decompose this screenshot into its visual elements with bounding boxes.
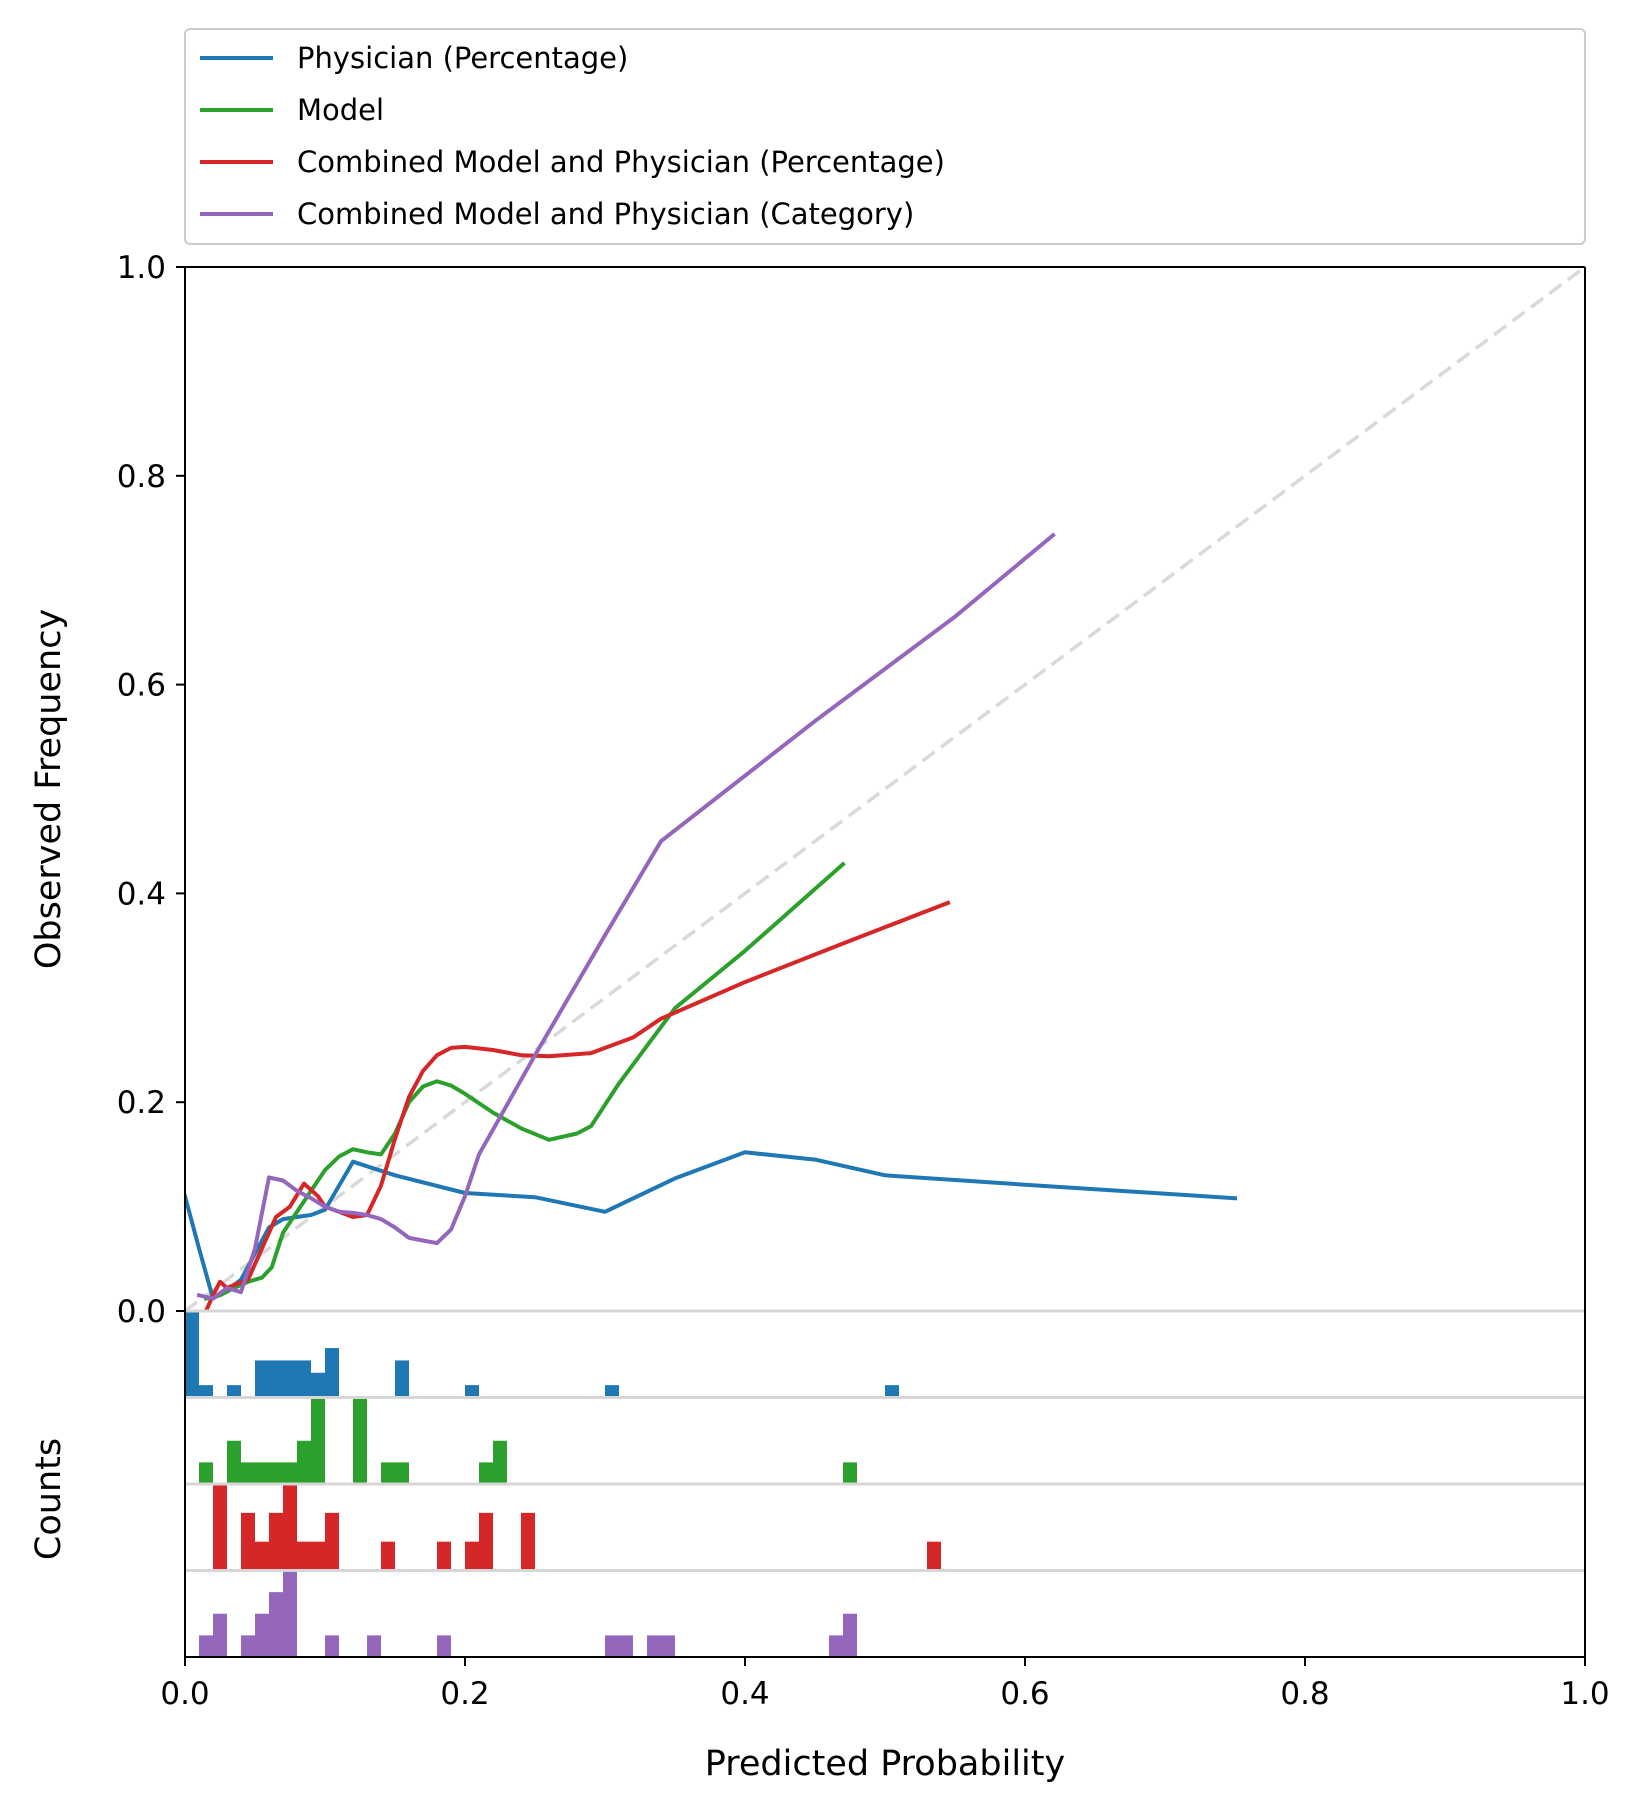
histogram-bar: [885, 1385, 899, 1398]
y-tick-label: 0.4: [117, 876, 166, 912]
histogram-bar: [395, 1360, 409, 1398]
histogram-bar: [381, 1541, 395, 1571]
histogram-bar: [311, 1372, 325, 1398]
histogram-bar: [185, 1311, 199, 1398]
histogram-bar: [493, 1440, 507, 1484]
histogram-bar: [381, 1462, 409, 1484]
histogram-bar: [297, 1541, 325, 1571]
histogram-bar: [605, 1635, 633, 1657]
histogram-panel-4: [185, 1569, 1585, 1657]
histogram-bar: [227, 1440, 241, 1484]
histogram-bar: [367, 1635, 381, 1657]
histogram-bar: [479, 1512, 493, 1571]
histogram-panels: [185, 1309, 1585, 1657]
histogram-bar: [437, 1541, 451, 1571]
histogram-bar: [199, 1462, 213, 1484]
legend-entry-1: Physician (Percentage): [297, 41, 628, 75]
histogram-bar: [269, 1512, 283, 1571]
x-tick-label: 0.8: [1280, 1676, 1329, 1712]
histogram-bar: [283, 1484, 297, 1571]
x-axis-label: Predicted Probability: [705, 1744, 1065, 1784]
axes: 0.0 0.2 0.4 0.6 0.8 1.0 0.0 0.2 0.4 0.6 0.8 1.0: [117, 250, 1610, 1712]
histogram-bar: [325, 1348, 339, 1398]
calibration-curve-4: [196, 532, 1056, 1301]
y-axis-label: Observed Frequency: [29, 609, 69, 969]
histogram-bar: [479, 1462, 493, 1484]
histogram-bar: [647, 1635, 675, 1657]
histogram-bar: [297, 1440, 311, 1484]
y-tick-label: 1.0: [117, 250, 166, 286]
calibration-plot: [183, 265, 1587, 1313]
y-tick-label: 0.0: [117, 1294, 166, 1330]
histogram-bar: [269, 1592, 283, 1657]
legend-frame: [184, 28, 1586, 245]
histogram-bar: [199, 1635, 213, 1657]
histogram-bar: [255, 1360, 311, 1398]
y-tick-label: 0.2: [117, 1085, 166, 1121]
perfect-calibration-line: [183, 265, 1587, 1313]
histogram-bar: [213, 1613, 227, 1657]
counts-axis-label: Counts: [29, 1438, 69, 1560]
legend-entry-3: Combined Model and Physician (Percentage…: [297, 145, 945, 179]
x-tick-label: 0.2: [440, 1676, 489, 1712]
y-tick-label: 0.6: [117, 668, 166, 704]
legend: Physician (Percentage) Model Combined Mode…: [184, 28, 1586, 245]
x-tick-label: 0.4: [720, 1676, 769, 1712]
histogram-bar: [325, 1635, 339, 1657]
legend-entry-2: Model: [297, 93, 384, 127]
legend-entry-4: Combined Model and Physician (Category): [297, 197, 914, 231]
histogram-panel-1: [185, 1309, 1585, 1398]
histogram-bar: [199, 1385, 213, 1398]
histogram-bar: [927, 1541, 941, 1571]
histogram-bar: [353, 1397, 367, 1484]
histogram-bar: [465, 1541, 479, 1571]
histogram-bar: [241, 1635, 255, 1657]
histogram-bar: [311, 1397, 325, 1484]
calibration-curve-3: [203, 900, 951, 1311]
x-tick-label: 0.0: [160, 1676, 209, 1712]
histogram-bar: [255, 1541, 269, 1571]
histogram-bar: [605, 1385, 619, 1398]
histogram-bar: [255, 1613, 269, 1657]
x-tick-label: 0.6: [1000, 1676, 1049, 1712]
x-tick-label: 1.0: [1560, 1676, 1609, 1712]
histogram-panel-2: [185, 1396, 1585, 1484]
histogram-bar: [227, 1385, 241, 1398]
y-tick-label: 0.8: [117, 459, 166, 495]
histogram-bar: [521, 1512, 535, 1571]
histogram-bar: [325, 1512, 339, 1571]
histogram-bar: [829, 1635, 843, 1657]
histogram-bar: [843, 1462, 857, 1484]
histogram-bar: [213, 1484, 227, 1571]
histogram-bar: [465, 1385, 479, 1398]
histogram-bar: [241, 1512, 255, 1571]
histogram-panel-3: [185, 1482, 1585, 1571]
histogram-bar: [283, 1570, 297, 1657]
histogram-bar: [843, 1613, 857, 1657]
histogram-bar: [241, 1462, 297, 1484]
histogram-bar: [437, 1635, 451, 1657]
